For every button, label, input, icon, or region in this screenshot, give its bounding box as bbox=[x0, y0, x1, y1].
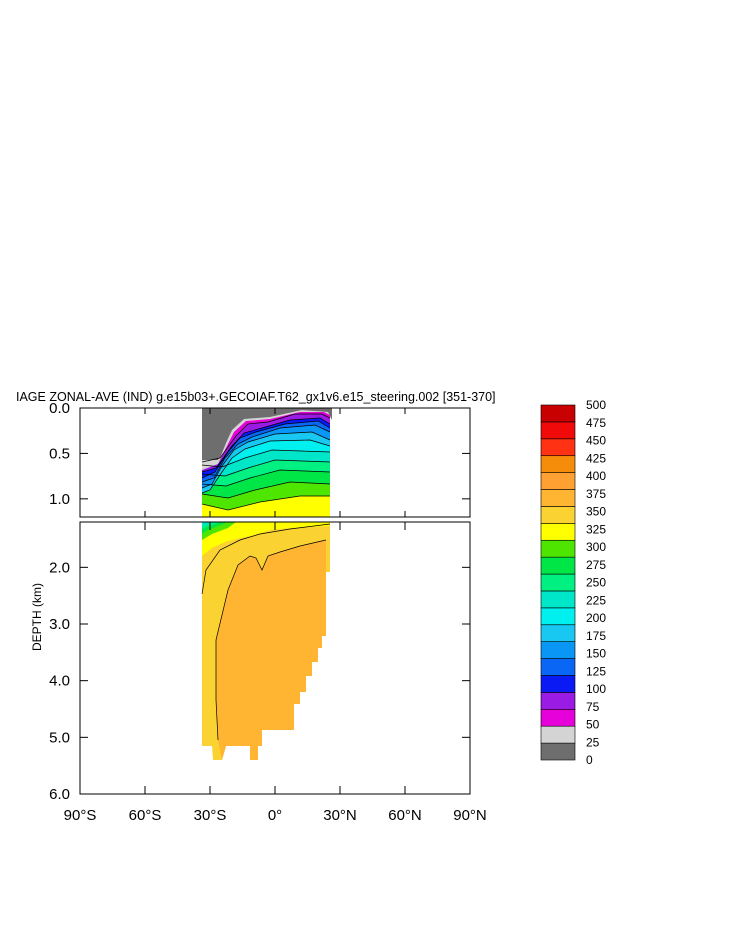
colorbar-label-20: 500 bbox=[586, 398, 606, 412]
colorbar-box-15 bbox=[540, 489, 576, 507]
chart-title: IAGE ZONAL-AVE (IND) g.e15b03+.GECOIAF.T… bbox=[16, 390, 496, 404]
upper-y-tick-label-2: 1.0 bbox=[49, 491, 70, 508]
colorbar-label-18: 450 bbox=[586, 434, 606, 448]
colorbar-box-17 bbox=[540, 455, 576, 473]
colorbar-label-11: 275 bbox=[586, 558, 606, 572]
region-unknown bbox=[202, 408, 332, 458]
upper-y-tick-label-0: 0.0 bbox=[49, 400, 70, 417]
region-350-375 bbox=[216, 540, 326, 760]
upper-contour-lines bbox=[201, 413, 331, 511]
lower-y-tick-label-1: 3.0 bbox=[49, 616, 70, 633]
colorbar-label-2: 50 bbox=[586, 718, 600, 732]
colorbar-label-10: 250 bbox=[586, 576, 606, 590]
lower-y-tick-label-4: 6.0 bbox=[49, 786, 70, 803]
colorbar-box-10 bbox=[540, 573, 576, 592]
x-tick-label-1: 60°S bbox=[129, 807, 162, 824]
colorbar-box-1 bbox=[540, 725, 576, 744]
x-tick-label-2: 30°S bbox=[194, 807, 227, 824]
colorbar-box-13 bbox=[540, 523, 576, 541]
colorbar-box-7 bbox=[540, 624, 576, 642]
x-tick-label-5: 60°N bbox=[388, 807, 422, 824]
colorbar-box-19 bbox=[540, 421, 576, 440]
lower-y-tick-label-2: 4.0 bbox=[49, 673, 70, 690]
colorbar-box-16 bbox=[540, 472, 576, 490]
colorbar-label-6: 150 bbox=[586, 647, 606, 661]
colorbar-label-0: 0 bbox=[586, 753, 593, 767]
x-tick-label-3: 0° bbox=[268, 807, 282, 824]
colorbar-box-3 bbox=[540, 692, 576, 710]
colorbar-box-2 bbox=[540, 708, 576, 727]
colorbar-label-14: 350 bbox=[586, 505, 606, 519]
lower-y-tick-label-3: 5.0 bbox=[49, 729, 70, 746]
colorbar-label-19: 475 bbox=[586, 416, 606, 430]
colorbar-box-5 bbox=[540, 658, 576, 676]
colorbar-box-9 bbox=[540, 590, 576, 609]
colorbar-box-18 bbox=[540, 438, 576, 457]
colorbar-label-4: 100 bbox=[586, 682, 606, 696]
colorbar-label-13: 325 bbox=[586, 522, 606, 536]
colorbar-box-11 bbox=[540, 556, 576, 575]
colorbar-label-16: 400 bbox=[586, 469, 606, 483]
colorbar-box-4 bbox=[540, 675, 576, 693]
colorbar-label-15: 375 bbox=[586, 487, 606, 501]
colorbar-box-14 bbox=[540, 506, 576, 524]
y-axis-label: DEPTH (km) bbox=[30, 583, 44, 651]
colorbar-label-12: 300 bbox=[586, 540, 606, 554]
colorbar-label-8: 200 bbox=[586, 611, 606, 625]
upper-panel-contours bbox=[201, 408, 332, 517]
colorbar-label-7: 175 bbox=[586, 629, 606, 643]
colorbar-label-5: 125 bbox=[586, 664, 606, 678]
colorbar: 0 25 50 75 100 125 150 175 200 225 250 275 300 325 350… bbox=[540, 398, 606, 767]
x-tick-label-6: 90°N bbox=[453, 807, 487, 824]
colorbar-box-20 bbox=[540, 404, 576, 423]
region-300-325 bbox=[202, 522, 330, 556]
colorbar-box-0 bbox=[540, 742, 576, 761]
x-tick-label-4: 30°N bbox=[323, 807, 357, 824]
colorbar-label-17: 425 bbox=[586, 451, 606, 465]
upper-y-tick-label-1: 0.5 bbox=[49, 445, 70, 462]
lower-contour-lines bbox=[201, 523, 331, 741]
colorbar-box-12 bbox=[540, 539, 576, 558]
colorbar-label-9: 225 bbox=[586, 593, 606, 607]
lower-panel-contours bbox=[201, 522, 331, 760]
colorbar-box-8 bbox=[540, 607, 576, 626]
colorbar-label-3: 75 bbox=[586, 700, 600, 714]
colorbar-box-6 bbox=[540, 641, 576, 659]
axes: 90°S 60°S 30°S 0° 30°N 60°N 90°N 0.0 0.5 1.0 2.0 3.… bbox=[49, 400, 487, 824]
x-tick-label-0: 90°S bbox=[64, 807, 97, 824]
colorbar-label-1: 25 bbox=[586, 735, 600, 749]
lower-y-tick-label-0: 2.0 bbox=[49, 559, 70, 576]
